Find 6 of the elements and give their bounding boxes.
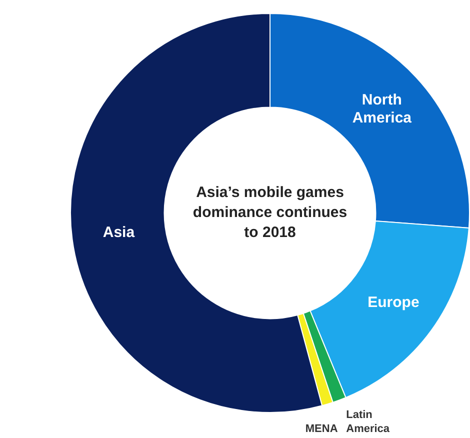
- text: Asia’s mobile games dominance continues to 2018: [192, 184, 348, 242]
- slice-label: Asia: [102, 224, 136, 242]
- slice-label: Latin America: [346, 409, 390, 435]
- slice-label: Europe: [368, 294, 420, 311]
- slice-label: North America: [352, 91, 412, 126]
- slice-label: MENA: [305, 423, 338, 435]
